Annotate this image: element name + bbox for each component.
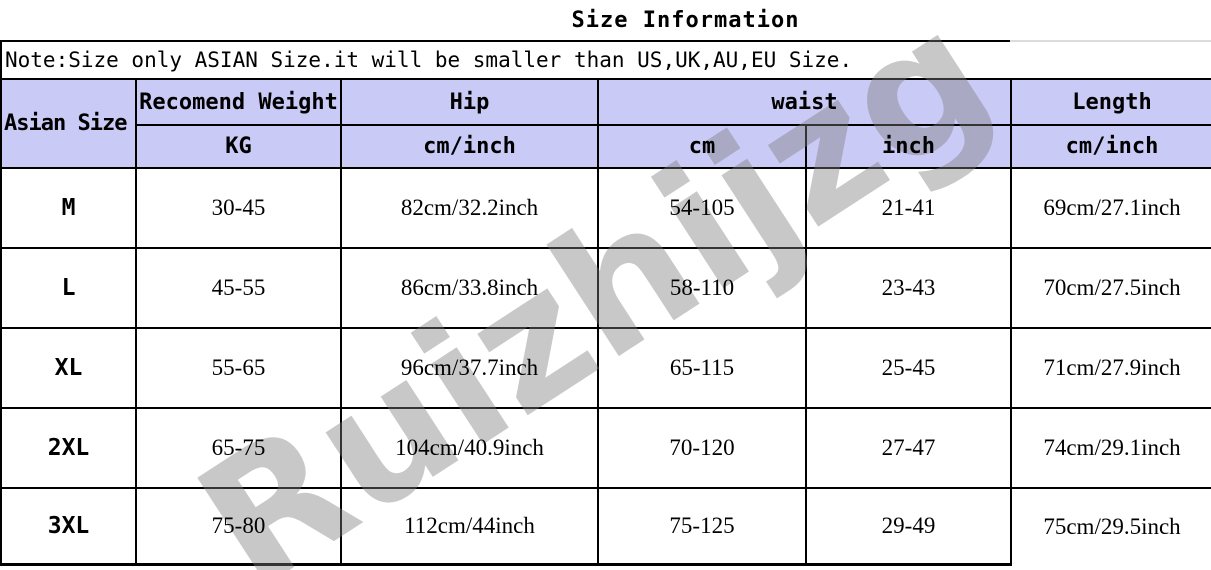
- title-underline-dark: [0, 40, 1010, 42]
- cell-weight: 75-80: [135, 487, 342, 566]
- cell-waist-cm: 75-125: [597, 487, 807, 566]
- col-header-asian-size: Asian Size: [0, 78, 137, 169]
- cell-waist-cm: 70-120: [597, 407, 807, 489]
- col-header-waist-inch: inch: [804, 124, 1013, 169]
- cell-waist-cm: 65-115: [597, 327, 807, 409]
- cell-waist-inch: 29-49: [804, 487, 1013, 566]
- col-header-hip: Hip: [340, 78, 599, 126]
- col-header-weight-unit: KG: [135, 124, 342, 169]
- cell-size: M: [0, 167, 137, 249]
- page-title: Size Information: [571, 8, 800, 33]
- col-header-waist-cm: cm: [597, 124, 807, 169]
- cell-size: L: [0, 247, 137, 329]
- size-note: Note:Size only ASIAN Size.it will be sma…: [0, 42, 1211, 78]
- table-row-m: M 30-45 82cm/32.2inch 54-105 21-41 69cm/…: [0, 167, 1211, 249]
- size-note-text: Note:Size only ASIAN Size.it will be sma…: [5, 48, 853, 72]
- cell-waist-cm: 54-105: [597, 167, 807, 249]
- title-underline-light: [1010, 40, 1211, 42]
- cell-hip: 104cm/40.9inch: [340, 407, 599, 489]
- cell-size: 3XL: [0, 487, 137, 566]
- cell-hip: 112cm/44inch: [340, 487, 599, 566]
- cell-length: 70cm/27.5inch: [1010, 247, 1211, 329]
- col-header-length-unit: cm/inch: [1010, 124, 1211, 169]
- table-row-2xl: 2XL 65-75 104cm/40.9inch 70-120 27-47 74…: [0, 407, 1211, 489]
- cell-weight: 45-55: [135, 247, 342, 329]
- cell-hip: 96cm/37.7inch: [340, 327, 599, 409]
- table-row-l: L 45-55 86cm/33.8inch 58-110 23-43 70cm/…: [0, 247, 1211, 329]
- cell-weight: 55-65: [135, 327, 342, 409]
- size-table: Asian Size Recomend Weight Hip waist Len…: [0, 78, 1211, 566]
- cell-waist-inch: 27-47: [804, 407, 1013, 489]
- table-header-row-1: Asian Size Recomend Weight Hip waist Len…: [0, 78, 1211, 169]
- cell-hip: 86cm/33.8inch: [340, 247, 599, 329]
- col-header-length: Length: [1010, 78, 1211, 126]
- table-row-xl: XL 55-65 96cm/37.7inch 65-115 25-45 71cm…: [0, 327, 1211, 409]
- cell-waist-inch: 25-45: [804, 327, 1013, 409]
- cell-size: XL: [0, 327, 137, 409]
- cell-weight: 30-45: [135, 167, 342, 249]
- cell-hip: 82cm/32.2inch: [340, 167, 599, 249]
- cell-length: 71cm/27.9inch: [1010, 327, 1211, 409]
- cell-length: 74cm/29.1inch: [1010, 407, 1211, 489]
- col-header-hip-unit: cm/inch: [340, 124, 599, 169]
- cell-waist-cm: 58-110: [597, 247, 807, 329]
- cell-length: 75cm/29.5inch: [1010, 487, 1211, 564]
- cell-waist-inch: 23-43: [804, 247, 1013, 329]
- table-header-row-2: KG cm/inch cm inch cm/inch: [1, 124, 1211, 169]
- cell-waist-inch: 21-41: [804, 167, 1013, 249]
- table-row-3xl: 3XL 75-80 112cm/44inch 75-125 29-49 75cm…: [0, 487, 1211, 566]
- cell-size: 2XL: [0, 407, 137, 489]
- col-header-weight: Recomend Weight: [135, 78, 342, 126]
- col-header-waist: waist: [596, 78, 1013, 126]
- cell-weight: 65-75: [135, 407, 342, 489]
- cell-length: 69cm/27.1inch: [1010, 167, 1211, 249]
